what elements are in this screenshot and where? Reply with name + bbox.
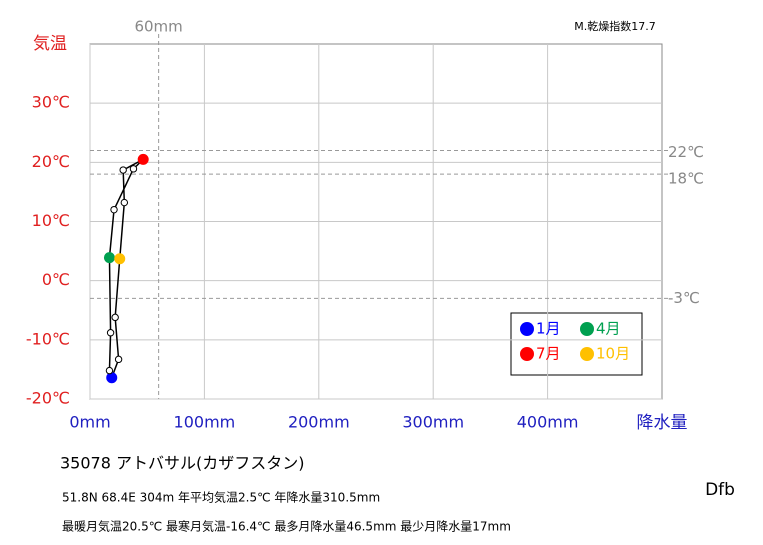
highlight-point (106, 372, 118, 384)
highlight-point (114, 253, 126, 265)
legend-marker (520, 347, 534, 361)
info-line: 51.8N 68.4E 304m 年平均気温2.5℃ 年降水量310.5mm (62, 490, 380, 505)
point (119, 166, 127, 174)
index-label: M.乾燥指数17.7 (574, 19, 655, 33)
y-tick-label: 0℃ (42, 270, 70, 289)
reference-label: 22℃ (668, 143, 704, 161)
highlight-point (137, 153, 149, 165)
legend-label: 4月 (596, 320, 621, 338)
climate-code: Dfb (705, 480, 735, 500)
legend-label: 1月 (536, 320, 561, 338)
info-line: 最暖月気温20.5℃ 最寒月気温-16.4℃ 最多月降水量46.5mm 最少月降… (62, 519, 511, 534)
point (110, 205, 118, 214)
point (120, 198, 129, 207)
legend-marker (520, 322, 534, 336)
reference-label: 18℃ (668, 170, 704, 188)
station: 35078 アトバサル(カザフスタン) (60, 454, 304, 473)
x-tick-label: 200mm (288, 413, 350, 432)
reference-label: 60mm (134, 18, 182, 36)
legend-marker (580, 347, 594, 361)
reference-label: -3℃ (668, 289, 700, 307)
point (105, 366, 114, 375)
x-tick-label: 100mm (174, 413, 236, 432)
y-tick-label: 10℃ (32, 211, 70, 230)
x-tick-label: 0mm (69, 413, 110, 432)
y-tick-label: -20℃ (26, 389, 70, 408)
point (111, 313, 119, 322)
y-tick-label: -10℃ (26, 329, 70, 348)
point (106, 329, 115, 337)
x-tick-label: 300mm (402, 413, 464, 432)
x-tick-label: 400mm (517, 413, 579, 432)
point (114, 355, 123, 364)
legend-label: 10月 (596, 345, 630, 363)
y-tick-label: 30℃ (32, 93, 70, 112)
highlight-point (103, 252, 115, 264)
x-axis-label: 降水量 (637, 413, 688, 433)
legend-box (510, 312, 643, 376)
point (129, 165, 138, 173)
legend-label: 7月 (536, 345, 561, 363)
y-tick-label: 20℃ (32, 152, 70, 171)
y-axis-label: 気温 (33, 34, 67, 54)
legend-marker (580, 322, 594, 336)
